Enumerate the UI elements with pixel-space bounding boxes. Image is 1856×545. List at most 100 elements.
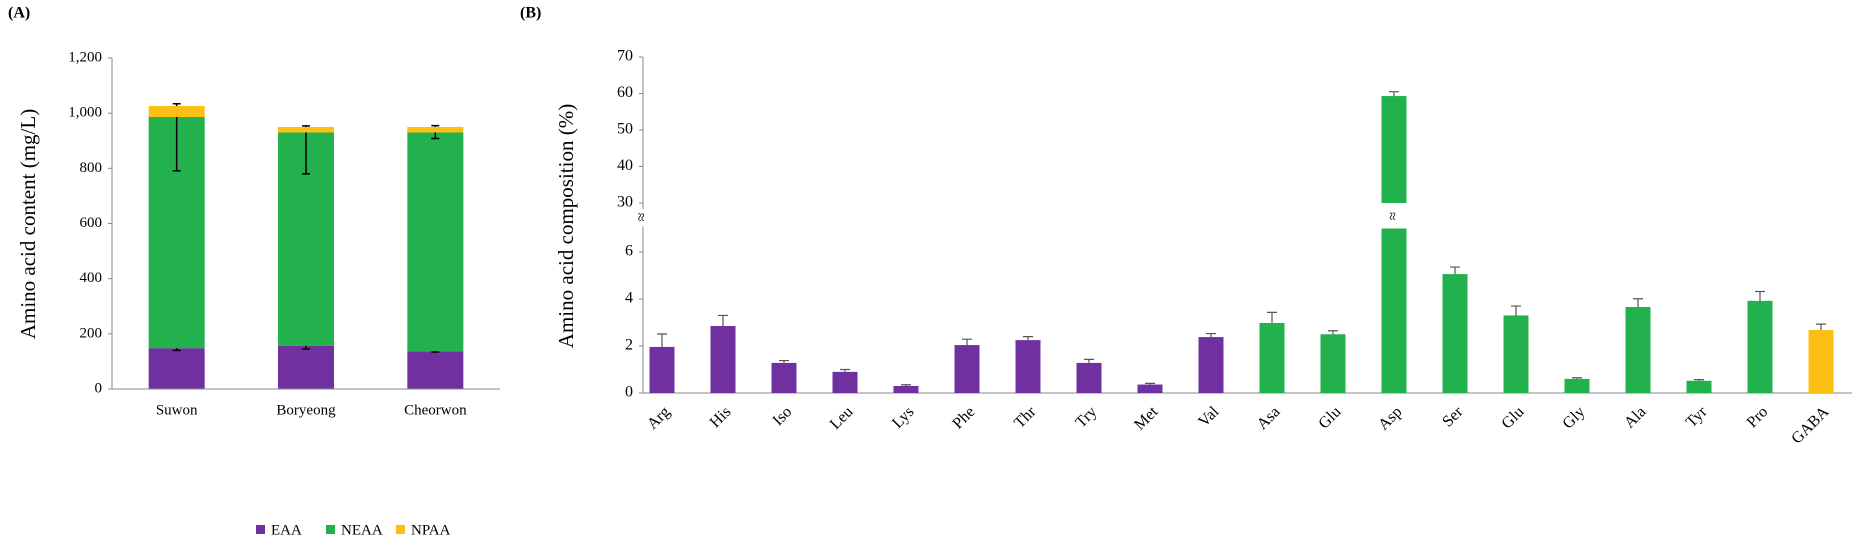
y-axis-title: Amino acid content (mg/L) xyxy=(16,109,40,339)
bar xyxy=(649,346,675,393)
y-tick-label: 2 xyxy=(625,337,633,354)
y-tick-label: 0 xyxy=(625,384,633,401)
y-tick-label: 60 xyxy=(617,84,633,101)
error-bar xyxy=(431,351,440,353)
error-bar xyxy=(172,348,181,352)
x-tick-label: Cheorwon xyxy=(404,402,467,418)
y-tick-label: 40 xyxy=(617,157,633,174)
x-tick-label: Glu xyxy=(1315,403,1344,432)
error-bar xyxy=(1328,330,1338,335)
legend-swatch xyxy=(256,525,265,534)
bar-segment xyxy=(407,126,464,133)
y-tick-label: 400 xyxy=(80,270,103,286)
bar-segment xyxy=(407,351,464,389)
legend-swatch xyxy=(326,525,335,534)
x-tick-label: Try xyxy=(1072,403,1100,431)
x-tick-label: Ala xyxy=(1621,403,1649,431)
bar xyxy=(1137,384,1163,393)
bar xyxy=(1198,337,1224,393)
x-tick-label: Val xyxy=(1195,403,1222,430)
y-tick-label: 0 xyxy=(95,380,103,396)
error-bar xyxy=(779,359,789,363)
error-bar xyxy=(840,368,850,372)
error-bar xyxy=(1572,377,1582,379)
error-bar xyxy=(1084,358,1094,363)
bar xyxy=(1259,322,1285,393)
bar xyxy=(1564,378,1590,393)
error-bar xyxy=(1267,311,1277,323)
x-tick-label: GABA xyxy=(1788,403,1832,447)
bar xyxy=(771,362,797,393)
x-tick-label: Thr xyxy=(1011,403,1040,432)
y-tick-label: 6 xyxy=(625,243,633,260)
bar-segment xyxy=(278,126,334,133)
bar-segment xyxy=(148,348,205,389)
error-bar xyxy=(1511,305,1521,316)
error-bar xyxy=(431,124,440,127)
bar xyxy=(1808,330,1834,393)
error-bar xyxy=(901,384,911,386)
bar-segment xyxy=(278,345,334,389)
y-axis-title: Amino acid composition (%) xyxy=(554,104,578,348)
x-tick-label: Phe xyxy=(949,403,978,432)
error-bar xyxy=(302,132,310,175)
error-bar xyxy=(1145,382,1155,385)
error-bar xyxy=(1450,266,1460,275)
legend-swatch xyxy=(396,525,405,534)
bar xyxy=(893,385,919,393)
y-tick-label: 50 xyxy=(617,121,633,138)
bar xyxy=(1503,315,1529,393)
x-tick-label: Lys xyxy=(889,403,917,431)
error-bar xyxy=(172,103,181,106)
error-bar xyxy=(1694,379,1704,381)
x-tick-label: Pro xyxy=(1744,403,1772,431)
legend-label: NEAA xyxy=(341,522,383,538)
bar xyxy=(1442,274,1468,393)
panel-label: (A) xyxy=(8,5,30,22)
bar xyxy=(710,326,736,393)
error-bar xyxy=(172,117,181,172)
y-tick-label: 1,200 xyxy=(68,49,102,65)
error-bar xyxy=(1389,91,1399,97)
x-tick-label: Asa xyxy=(1254,403,1284,433)
error-bar xyxy=(302,345,310,350)
y-tick-label: 800 xyxy=(80,160,103,176)
error-bar xyxy=(718,314,728,327)
bar-segment xyxy=(148,105,205,118)
bar xyxy=(1686,380,1712,393)
error-bar xyxy=(657,333,667,347)
error-bar xyxy=(1023,336,1033,341)
x-tick-label: Leu xyxy=(827,403,857,433)
axis-break: ≈ xyxy=(634,212,651,221)
bar xyxy=(832,371,858,393)
x-tick-label: Glu xyxy=(1498,403,1527,432)
panel-label: (B) xyxy=(520,5,541,22)
x-tick-label: His xyxy=(707,403,735,431)
bar xyxy=(1015,340,1041,393)
error-bar xyxy=(1755,290,1765,301)
y-tick-label: 70 xyxy=(617,48,633,65)
y-tick-label: 30 xyxy=(617,194,633,211)
bar xyxy=(1381,96,1407,203)
y-tick-label: 200 xyxy=(80,325,103,341)
bar xyxy=(1625,306,1651,393)
bar xyxy=(954,345,980,393)
x-tick-label: Gly xyxy=(1559,403,1588,432)
x-tick-label: Arg xyxy=(644,403,673,432)
error-bar xyxy=(962,338,972,346)
legend-label: EAA xyxy=(271,522,302,538)
bar xyxy=(1381,228,1407,393)
bar xyxy=(1747,300,1773,393)
bar xyxy=(1076,362,1102,393)
y-tick-label: 600 xyxy=(80,215,103,231)
bar xyxy=(1320,334,1346,393)
error-bar xyxy=(302,125,310,127)
x-tick-label: Iso xyxy=(770,403,796,429)
error-bar xyxy=(1206,332,1216,338)
x-tick-label: Boryeong xyxy=(276,402,336,418)
bar-segment xyxy=(407,132,464,352)
x-tick-label: Tyr xyxy=(1683,403,1711,431)
x-tick-label: Met xyxy=(1131,403,1162,434)
y-tick-label: 1,000 xyxy=(68,105,102,121)
